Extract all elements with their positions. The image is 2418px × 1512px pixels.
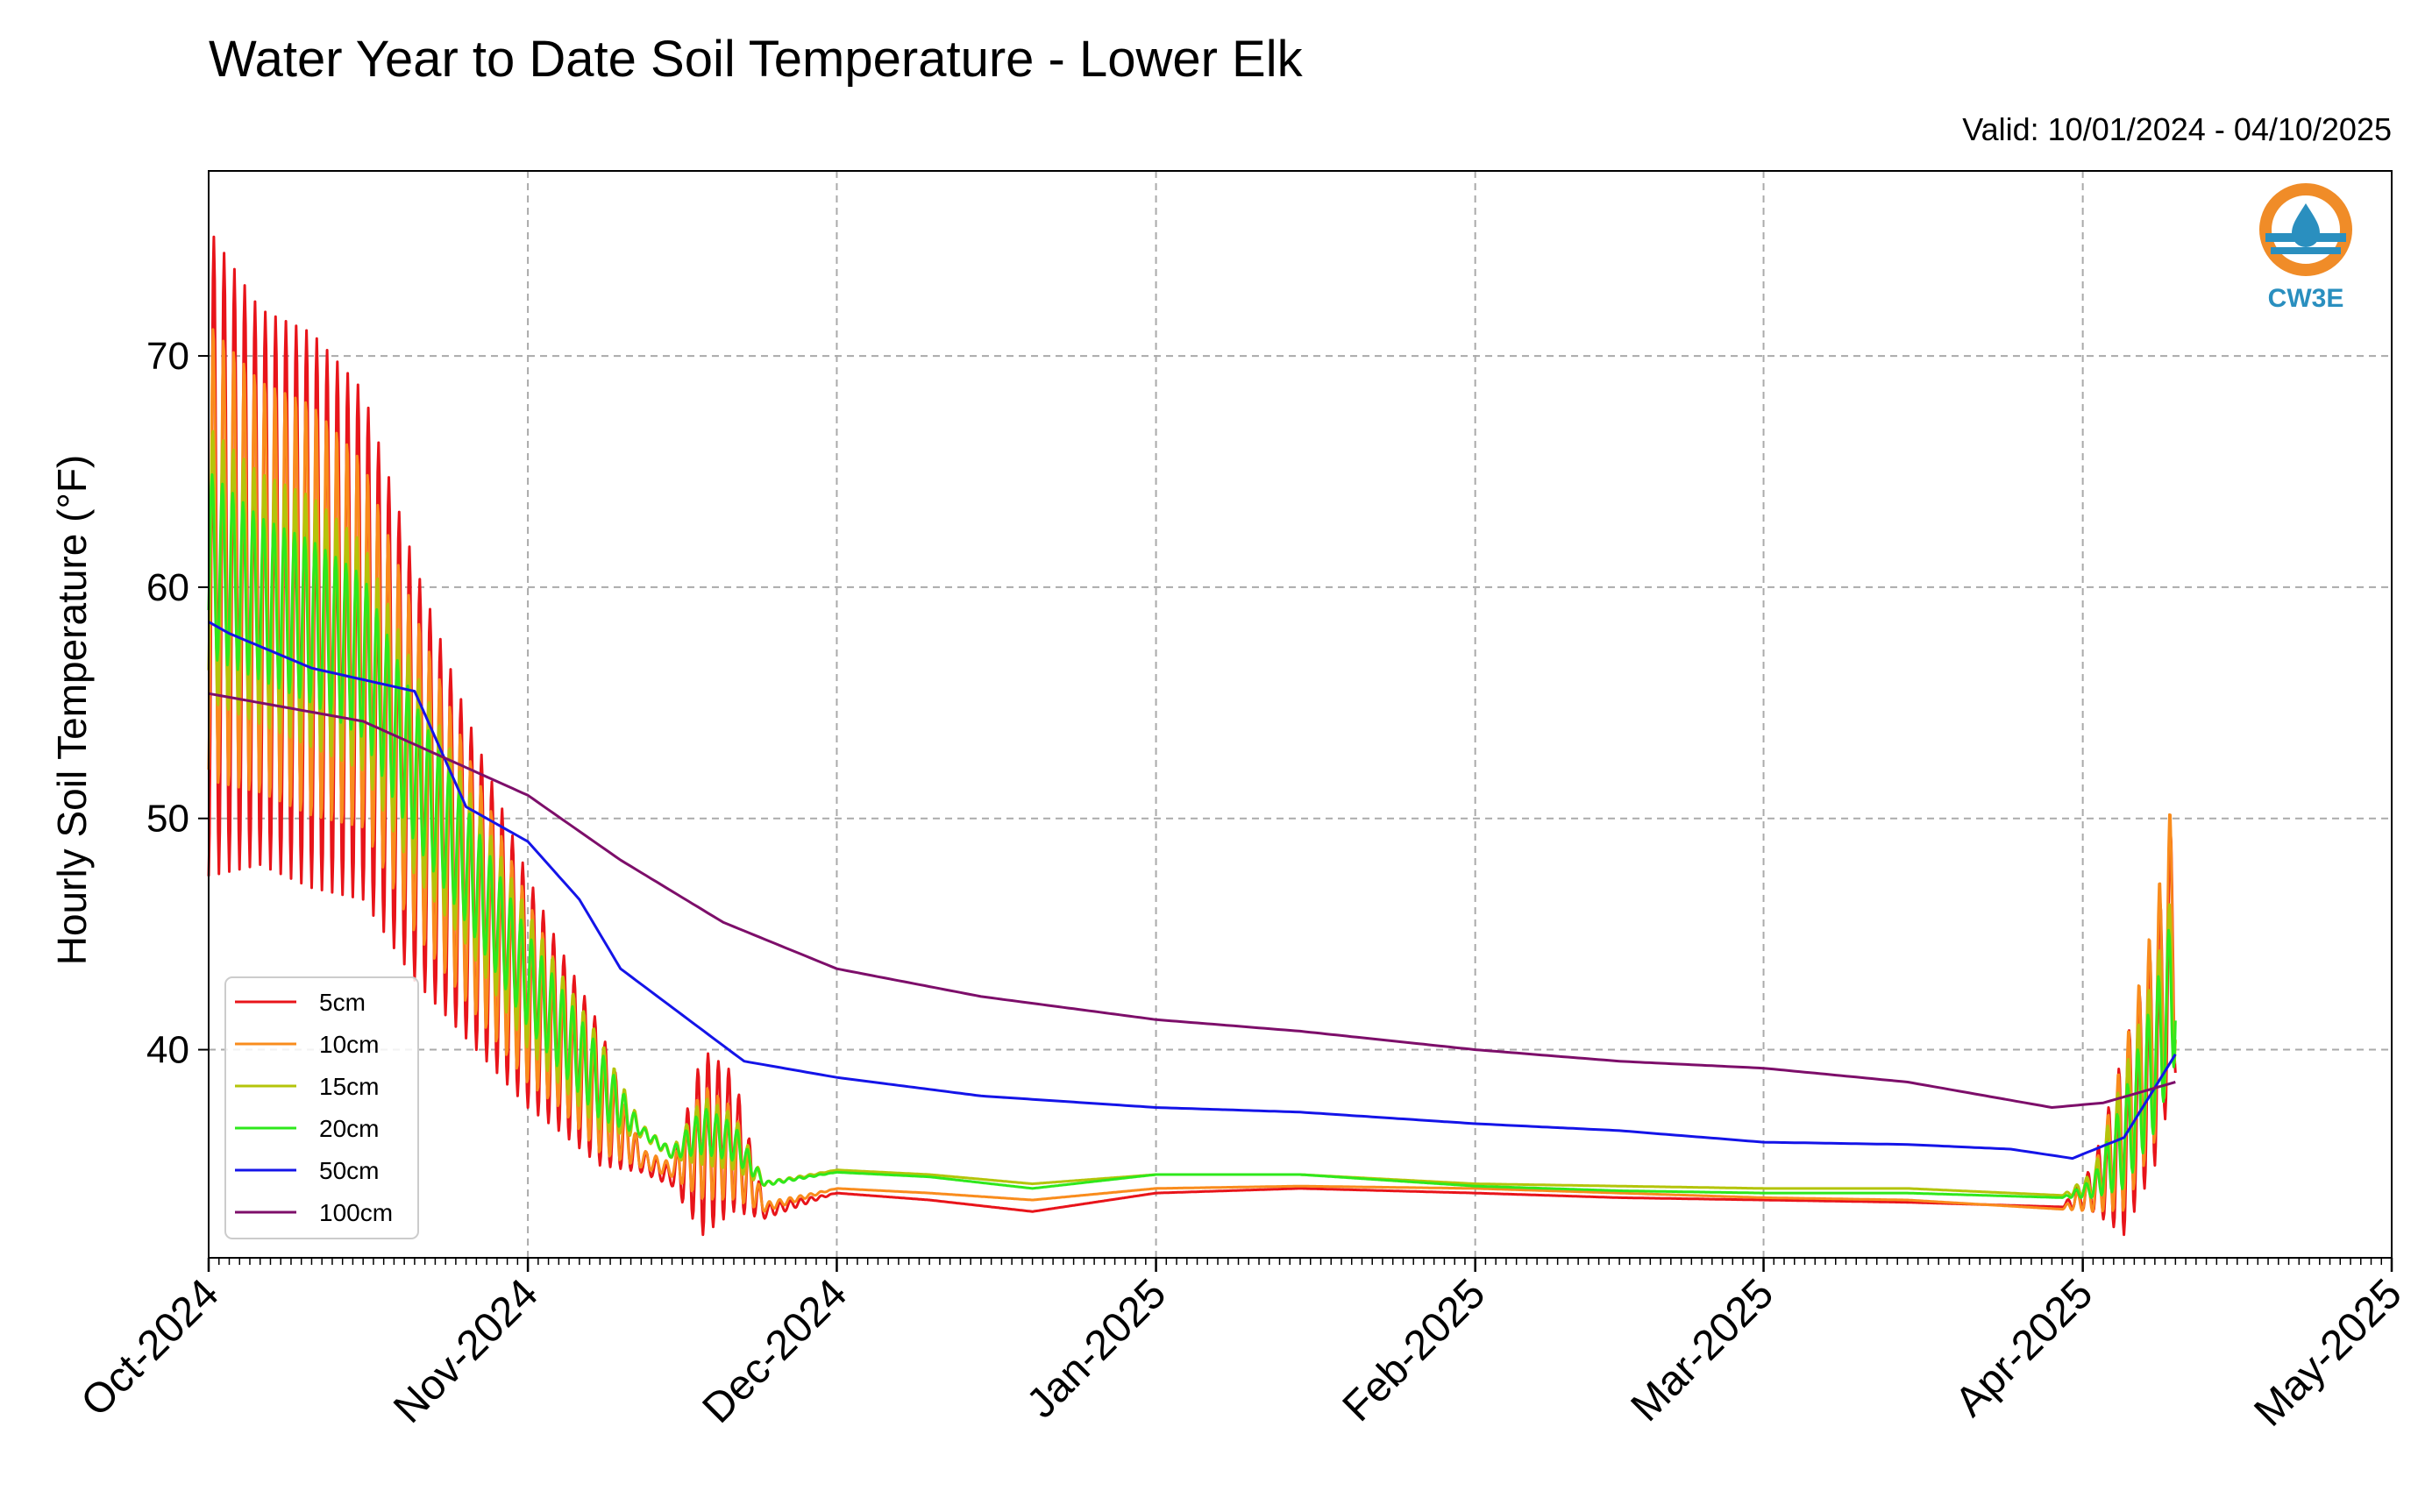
logo-ring	[2259, 183, 2352, 276]
series-line-15cm	[207, 429, 2177, 1197]
x-tick-label: Feb-2025	[1334, 1270, 1495, 1430]
grid-lines	[209, 171, 2392, 1258]
y-tick-label: 40	[146, 1029, 189, 1072]
plot-area	[207, 235, 2177, 1237]
x-tick-label: Jan-2025	[1018, 1270, 1175, 1427]
water-drop-icon	[2292, 203, 2320, 247]
y-tick-label: 60	[146, 566, 189, 609]
y-tick-label: 50	[146, 798, 189, 841]
series-line-10cm	[207, 328, 2177, 1213]
x-tick-label: Nov-2024	[385, 1270, 547, 1432]
legend-label-50cm: 50cm	[319, 1157, 379, 1184]
cw3e-logo: CW3E	[2259, 183, 2352, 313]
y-tick-labels: 40 50 60 70	[146, 335, 189, 1071]
y-axis-label: Hourly Soil Temperature (°F)	[49, 455, 95, 966]
legend: 5cm 10cm 15cm 20cm 50cm 100cm	[224, 976, 419, 1239]
series-line-50cm	[208, 621, 2177, 1161]
x-tick-label: Apr-2025	[1946, 1270, 2102, 1425]
series-line-20cm	[207, 473, 2177, 1199]
valid-date-range: Valid: 10/01/2024 - 04/10/2025	[1962, 111, 2392, 147]
x-tick-labels: Oct-2024 Nov-2024 Dec-2024 Jan-2025 Feb-2025…	[73, 1270, 2411, 1435]
x-tick-label: May-2025	[2245, 1270, 2410, 1435]
chart-title: Water Year to Date Soil Temperature - Lo…	[209, 31, 1304, 88]
axis-ticks	[198, 355, 2393, 1272]
logo-waves-icon	[2271, 247, 2341, 254]
legend-label-100cm: 100cm	[319, 1199, 393, 1226]
x-tick-label: Dec-2024	[694, 1270, 857, 1432]
logo-text: CW3E	[2268, 284, 2344, 313]
x-tick-label: Oct-2024	[73, 1270, 228, 1425]
legend-label-15cm: 15cm	[319, 1073, 379, 1100]
x-tick-label: Mar-2025	[1623, 1270, 1783, 1430]
legend-label-20cm: 20cm	[319, 1115, 379, 1142]
y-tick-label: 70	[146, 335, 189, 378]
series-line-5cm	[207, 235, 2177, 1237]
legend-label-10cm: 10cm	[319, 1031, 379, 1058]
legend-label-5cm: 5cm	[319, 989, 366, 1016]
series-line-100cm	[208, 692, 2176, 1109]
